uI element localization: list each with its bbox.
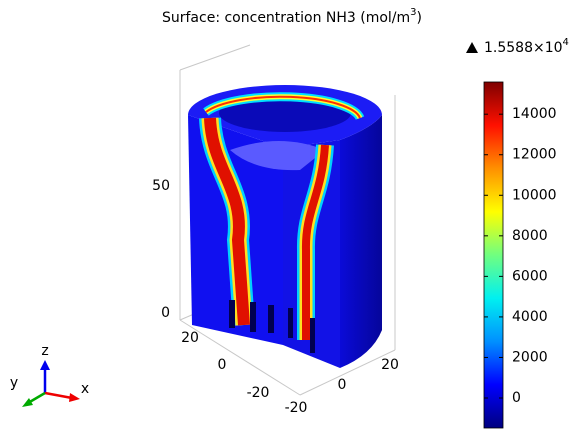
geometry — [188, 85, 382, 368]
title-suffix: ) — [417, 10, 422, 26]
colorbar-tick-label: 10000 — [512, 187, 557, 203]
chart-title: Surface: concentration NH3 (mol/m3) — [162, 7, 422, 26]
colorbar-tick-label: 2000 — [512, 349, 548, 365]
x-tick-label: -20 — [285, 400, 308, 416]
axis-triad — [22, 360, 80, 407]
colorbar-tick-label: 12000 — [512, 147, 557, 163]
colorbar — [483, 81, 504, 429]
x-tick-label: 20 — [381, 357, 399, 373]
triad-x-label: x — [81, 381, 89, 397]
colorbar-tick-label: 8000 — [512, 228, 548, 244]
colorbar-tick-label: 14000 — [512, 106, 557, 122]
z-tick-label: 50 — [152, 178, 170, 194]
title-superscript: 3 — [410, 7, 416, 18]
colorbar-tick-label: 6000 — [512, 268, 548, 284]
x-tick-label: 0 — [338, 377, 347, 393]
title-text: Surface: concentration NH3 (mol/m — [162, 10, 410, 26]
max-marker — [466, 42, 478, 53]
colorbar-tick-label: 0 — [512, 390, 521, 406]
triad-y-label: y — [10, 375, 18, 391]
max-label-base: 1.5588×10 — [484, 40, 563, 56]
max-label-exponent: 4 — [563, 37, 569, 48]
y-tick-label: -20 — [247, 385, 270, 401]
axis-box — [179, 44, 396, 396]
z-tick-label: 0 — [161, 305, 170, 321]
max-label: 1.5588×104 — [484, 37, 569, 56]
triad-z-label: z — [41, 343, 48, 359]
colorbar-tick-label: 4000 — [512, 309, 548, 325]
y-tick-label: 0 — [218, 357, 227, 373]
y-tick-label: 20 — [181, 330, 199, 346]
